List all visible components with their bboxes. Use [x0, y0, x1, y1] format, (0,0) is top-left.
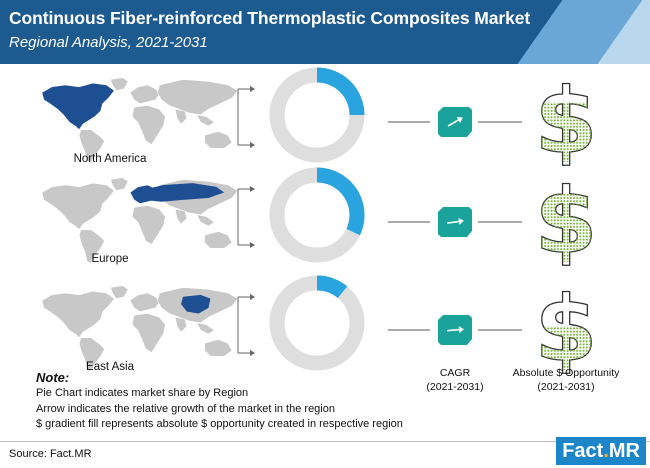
donut-share-slice	[317, 167, 365, 236]
donut-base	[269, 275, 365, 371]
source-text: Source: Fact.MR	[9, 448, 92, 460]
arrow-head-icon	[250, 350, 255, 356]
world-map	[41, 177, 239, 264]
region-row: $$	[41, 275, 598, 374]
continent-shape	[41, 290, 115, 339]
continent-shape	[110, 285, 129, 299]
continent-shape	[110, 177, 129, 191]
continent-shape	[78, 129, 105, 164]
continent-shape	[204, 339, 233, 357]
continent-shape	[196, 114, 215, 127]
dollar-fill: $	[535, 169, 598, 274]
dollar-fill: $	[535, 69, 598, 174]
dollar-outline: $	[535, 169, 598, 274]
region-label: East Asia	[86, 361, 134, 373]
arrow-head-icon	[250, 186, 255, 192]
region-row: $$	[41, 67, 598, 175]
growth-arrow-icon	[446, 326, 464, 334]
header-banner: Continuous Fiber-reinforced Thermoplasti…	[0, 0, 650, 64]
world-map	[41, 285, 239, 372]
factmr-logo: Fact.MR	[556, 437, 646, 465]
continent-shape	[131, 105, 166, 145]
cagr-column-label: CAGR (2021-2031)	[426, 366, 483, 394]
dollar-outline: $	[535, 69, 598, 174]
continent-shape	[196, 214, 215, 227]
continent-shape	[131, 313, 166, 353]
highlighted-region-shape	[181, 294, 211, 314]
highlighted-region-shape	[41, 82, 115, 131]
arrow-head-icon	[250, 142, 255, 148]
donut-share-slice	[317, 67, 365, 115]
opportunity-period: (2021-2031)	[537, 381, 595, 393]
continent-shape	[196, 322, 215, 335]
continent-shape	[174, 208, 188, 225]
region-label: Europe	[91, 253, 129, 265]
logo-text: Fact	[562, 440, 604, 462]
note-block: Note: Pie Chart indicates market share b…	[36, 370, 403, 433]
continent-shape	[78, 337, 105, 372]
arrow-head-icon	[250, 86, 255, 92]
highlighted-region-shape	[139, 183, 225, 202]
continent-shape	[129, 84, 160, 104]
continent-shape	[78, 229, 105, 264]
continent-shape	[174, 316, 188, 333]
logo-suffix: MR	[608, 440, 640, 462]
continent-shape	[157, 79, 239, 116]
dollar-icon: $$	[534, 276, 598, 374]
arrow-head-icon	[250, 294, 255, 300]
cagr-label: CAGR	[439, 367, 471, 379]
footer-divider	[0, 441, 650, 442]
region-label: North America	[73, 153, 147, 165]
note-line: Pie Chart indicates market share by Regi…	[36, 387, 249, 399]
note-line: Arrow indicates the relative growth of t…	[36, 402, 335, 415]
growth-arrow-icon	[446, 217, 464, 225]
note-title: Note:	[36, 370, 70, 385]
arrow-head-icon	[250, 242, 255, 248]
opportunity-label: Absolute $ Opportunity	[512, 367, 620, 379]
dollar-fill: $	[535, 277, 598, 374]
continent-shape	[204, 231, 233, 249]
dollar-icon: $$	[534, 168, 598, 274]
note-line: $ gradient fill represents absolute $ op…	[36, 418, 403, 430]
continent-shape	[41, 182, 115, 231]
donut-share-slice	[317, 275, 348, 298]
cagr-period: (2021-2031)	[426, 381, 484, 393]
dollar-outline: $	[535, 277, 598, 374]
page-subtitle: Regional Analysis, 2021-2031	[9, 34, 208, 51]
continent-shape	[174, 108, 188, 125]
growth-arrow-icon	[447, 116, 463, 127]
opportunity-column-label: Absolute $ Opportunity (2021-2031)	[513, 366, 620, 394]
world-map	[41, 77, 239, 164]
continent-shape	[129, 292, 160, 312]
region-row: $$	[41, 167, 598, 275]
continent-shape	[131, 205, 166, 245]
regional-chart: $$$$$$	[41, 67, 598, 374]
logo-dot: .	[603, 440, 609, 462]
page-title: Continuous Fiber-reinforced Thermoplasti…	[9, 8, 531, 28]
continent-shape	[110, 77, 129, 91]
continent-shape	[204, 131, 233, 149]
dollar-icon: $$	[534, 68, 598, 174]
